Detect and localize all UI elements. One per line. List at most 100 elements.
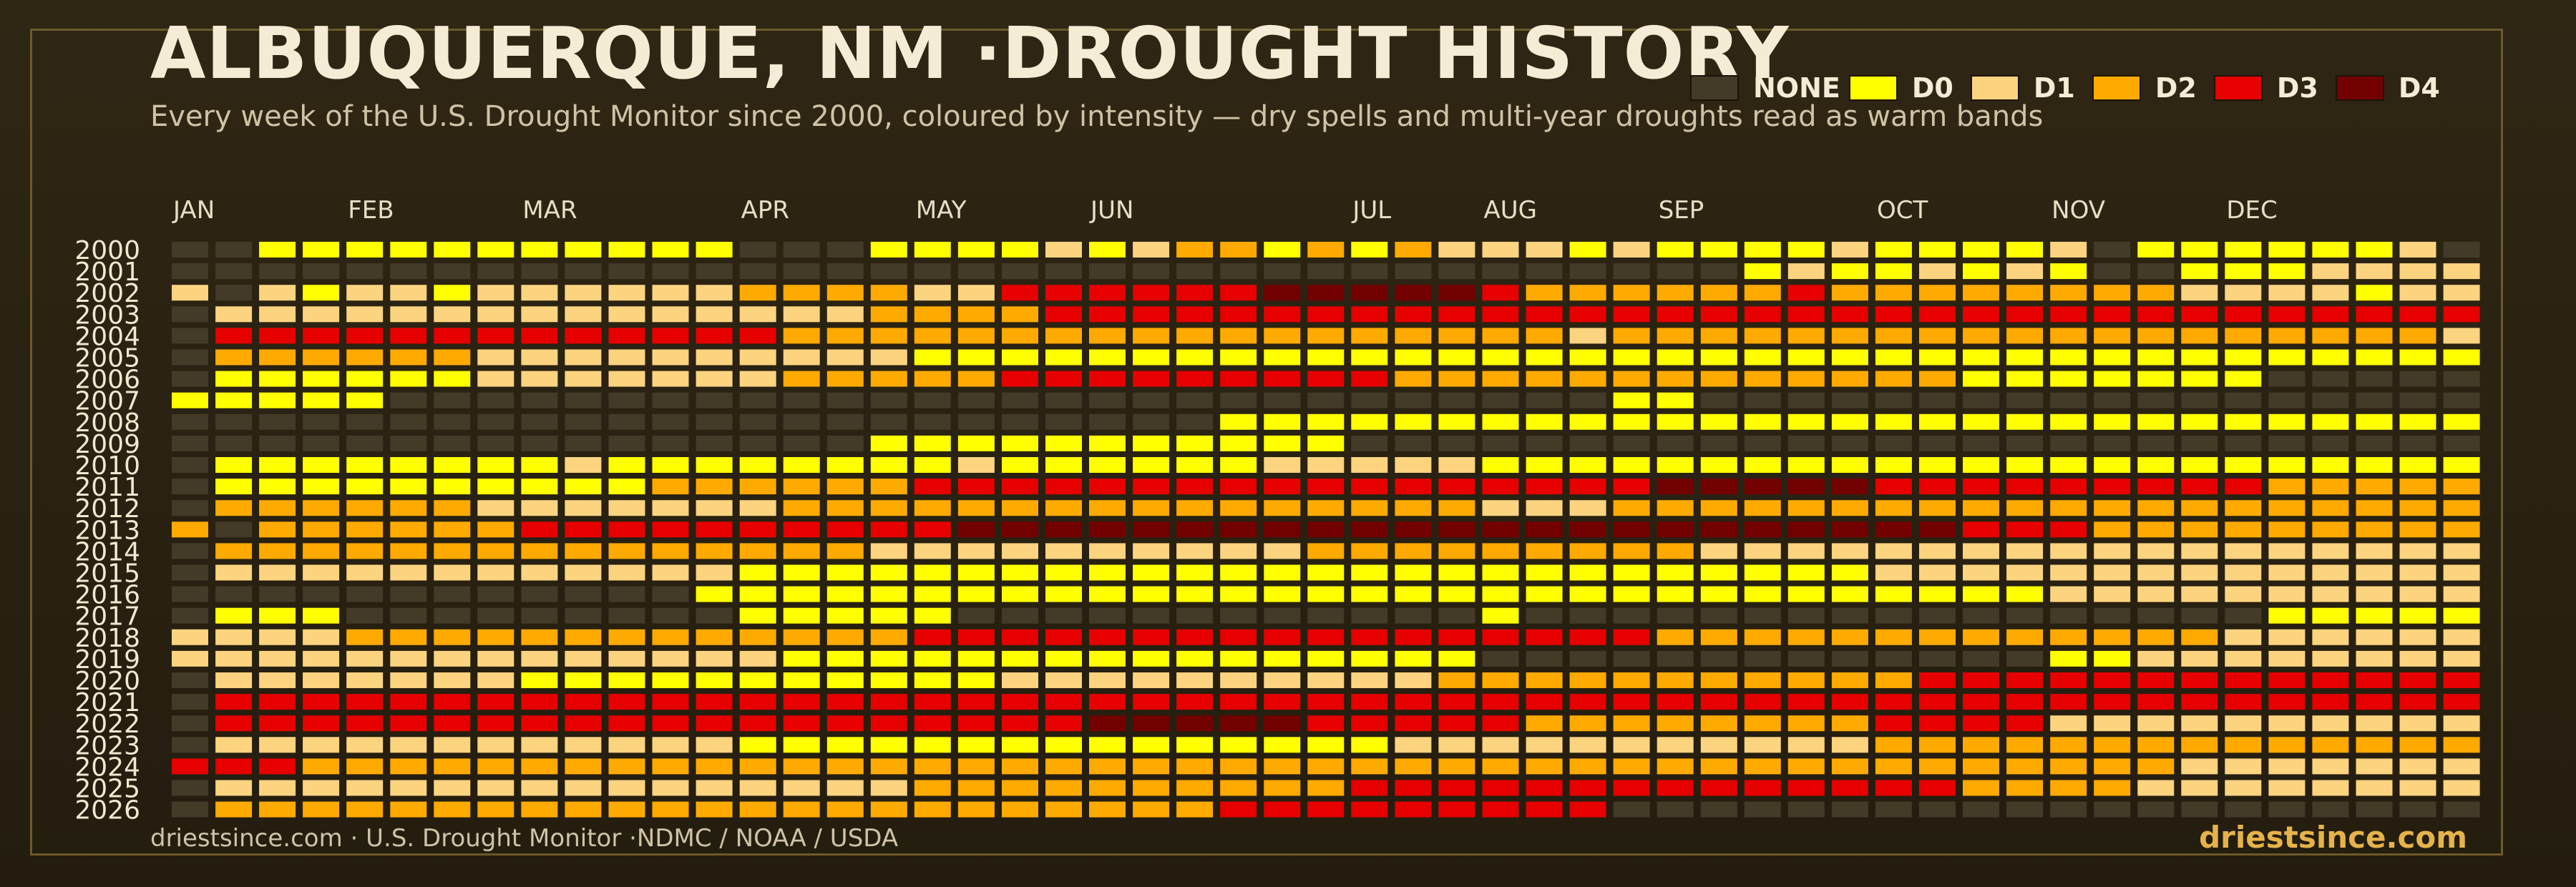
legend-item-d4: D4 <box>2335 72 2451 104</box>
heatmap-cell-2025-w6 <box>390 780 427 796</box>
heatmap-cell-2006-w18 <box>914 371 951 387</box>
heatmap-cell-2021-w6 <box>390 694 427 710</box>
heatmap-cell-2015-w50 <box>2312 564 2349 581</box>
heatmap-cell-2004-w20 <box>1002 328 1038 344</box>
heatmap-cell-2002-w3 <box>259 285 296 301</box>
legend-item-d3: D3 <box>2213 72 2330 104</box>
heatmap-cell-2008-w39 <box>1831 413 1868 430</box>
heatmap-cell-2011-w46 <box>2137 479 2175 495</box>
heatmap-cell-2002-w23 <box>1133 285 1170 301</box>
heatmap-cell-2025-w46 <box>2137 780 2175 796</box>
heatmap-cell-2016-w27 <box>1307 586 1345 602</box>
heatmap-cell-2010-w2 <box>215 457 253 473</box>
heatmap-cell-2016-w4 <box>303 586 340 602</box>
heatmap-cell-2006-w34 <box>1613 371 1650 387</box>
heatmap-cell-2020-w24 <box>1176 672 1214 688</box>
heatmap-cell-2000-w37 <box>1744 242 1781 258</box>
heatmap-cell-2006-w51 <box>2356 371 2393 387</box>
heatmap-cell-2003-w11 <box>608 306 645 323</box>
heatmap-cell-2026-w46 <box>2137 801 2175 818</box>
heatmap-cell-2015-w18 <box>914 564 951 581</box>
heatmap-cell-2020-w12 <box>652 672 689 688</box>
heatmap-cell-2007-w48 <box>2225 392 2262 408</box>
heatmap-cell-2016-w50 <box>2312 586 2349 602</box>
heatmap-cell-2002-w11 <box>608 285 645 301</box>
heatmap-cell-2023-w19 <box>957 737 995 753</box>
heatmap-cell-2011-w6 <box>390 479 427 495</box>
heatmap-cell-2004-w39 <box>1831 328 1868 344</box>
heatmap-cell-2017-w4 <box>303 607 340 624</box>
heatmap-cell-2007-w31 <box>1482 392 1519 408</box>
heatmap-cell-2000-w8 <box>477 242 514 258</box>
heatmap-cell-2004-w17 <box>870 328 907 344</box>
heatmap-cell-2015-w16 <box>826 564 864 581</box>
heatmap-cell-2016-w29 <box>1395 586 1432 602</box>
heatmap-cell-2012-w19 <box>957 500 995 516</box>
heatmap-cell-2018-w7 <box>434 629 471 645</box>
heatmap-cell-2004-w44 <box>2050 328 2087 344</box>
heatmap-cell-2015-w8 <box>477 564 514 581</box>
heatmap-cell-2026-w11 <box>608 801 645 818</box>
heatmap-cell-2003-w45 <box>2094 306 2131 323</box>
heatmap-cell-2012-w23 <box>1133 500 1170 516</box>
heatmap-cell-2025-w47 <box>2181 780 2218 796</box>
heatmap-cell-2023-w40 <box>1875 737 1912 753</box>
heatmap-cell-2006-w40 <box>1875 371 1912 387</box>
heatmap-cell-2018-w40 <box>1875 629 1912 645</box>
heatmap-cell-2016-w37 <box>1744 586 1781 602</box>
heatmap-cell-2011-w26 <box>1264 479 1301 495</box>
heatmap-cell-2002-w17 <box>870 285 907 301</box>
heatmap-cell-2016-w44 <box>2050 586 2087 602</box>
heatmap-cell-2018-w23 <box>1133 629 1170 645</box>
heatmap-cell-2012-w4 <box>303 500 340 516</box>
heatmap-cell-2009-w1 <box>172 435 208 451</box>
heatmap-cell-2023-w26 <box>1264 737 1301 753</box>
heatmap-cell-2019-w15 <box>783 650 820 667</box>
heatmap-cell-2010-w1 <box>172 457 208 473</box>
heatmap-cell-2004-w45 <box>2094 328 2131 344</box>
heatmap-cell-2023-w32 <box>1526 737 1563 753</box>
page-title: ALBUQUERQUE, NM ·DROUGHT HISTORY <box>150 11 1790 95</box>
heatmap-cell-2017-w14 <box>739 607 776 624</box>
heatmap-cell-2021-w52 <box>2399 694 2436 710</box>
heatmap-cell-2018-w38 <box>1787 629 1825 645</box>
heatmap-cell-2018-w8 <box>477 629 514 645</box>
heatmap-cell-2015-w30 <box>1438 564 1475 581</box>
heatmap-cell-2026-w51 <box>2356 801 2393 818</box>
heatmap-cell-2022-w34 <box>1613 715 1650 732</box>
heatmap-cell-2005-w35 <box>1657 349 1694 366</box>
heatmap-cell-2017-w13 <box>696 607 733 624</box>
heatmap-cell-2010-w7 <box>434 457 471 473</box>
heatmap-cell-2003-w48 <box>2225 306 2262 323</box>
heatmap-cell-2000-w2 <box>215 242 253 258</box>
heatmap-cell-2002-w43 <box>2006 285 2044 301</box>
heatmap-cell-2026-w9 <box>521 801 558 818</box>
heatmap-cell-2021-w29 <box>1395 694 1432 710</box>
heatmap-cell-2007-w9 <box>521 392 558 408</box>
heatmap-cell-2020-w50 <box>2312 672 2349 688</box>
heatmap-cell-2012-w17 <box>870 500 907 516</box>
heatmap-cell-2017-w45 <box>2094 607 2131 624</box>
heatmap-cell-2007-w34 <box>1613 392 1650 408</box>
heatmap-cell-2005-w25 <box>1220 349 1257 366</box>
heatmap-cell-2010-w26 <box>1264 457 1301 473</box>
heatmap-cell-2008-w22 <box>1089 413 1126 430</box>
heatmap-cell-2019-w17 <box>870 650 907 667</box>
heatmap-cell-2011-w40 <box>1875 479 1912 495</box>
heatmap-cell-2023-w44 <box>2050 737 2087 753</box>
heatmap-cell-2019-w45 <box>2094 650 2131 667</box>
heatmap-cell-2017-w25 <box>1220 607 1257 624</box>
heatmap-cell-2006-w8 <box>477 371 514 387</box>
heatmap-cell-2026-w48 <box>2225 801 2262 818</box>
heatmap-cell-2013-w38 <box>1787 521 1825 538</box>
heatmap-cell-2000-w31 <box>1482 242 1519 258</box>
heatmap-cell-2001-w9 <box>521 263 558 280</box>
heatmap-cell-2024-w34 <box>1613 758 1650 775</box>
heatmap-cell-2014-w49 <box>2268 543 2306 559</box>
heatmap-cell-2022-w41 <box>1919 715 1956 732</box>
heatmap-cell-2021-w23 <box>1133 694 1170 710</box>
heatmap-cell-2013-w30 <box>1438 521 1475 538</box>
heatmap-cell-2014-w48 <box>2225 543 2262 559</box>
heatmap-cell-2015-w51 <box>2356 564 2393 581</box>
heatmap-cell-2009-w8 <box>477 435 514 451</box>
